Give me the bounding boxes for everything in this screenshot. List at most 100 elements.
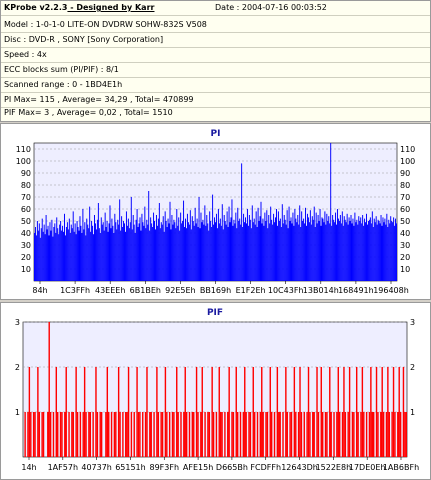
data-bar bbox=[105, 227, 107, 281]
data-bar bbox=[254, 224, 256, 281]
data-bar bbox=[209, 211, 211, 281]
data-bar bbox=[181, 223, 183, 281]
data-bar bbox=[268, 215, 270, 281]
data-bar bbox=[224, 221, 226, 281]
data-bar bbox=[357, 224, 359, 281]
data-bar bbox=[100, 412, 103, 457]
data-bar bbox=[398, 367, 400, 457]
data-bar bbox=[259, 412, 262, 457]
data-bar bbox=[375, 367, 378, 457]
data-bar bbox=[242, 412, 245, 457]
data-bar bbox=[64, 412, 66, 457]
data-bar bbox=[236, 412, 239, 457]
data-bar bbox=[38, 412, 41, 457]
data-bar bbox=[290, 412, 293, 457]
data-bar bbox=[336, 209, 338, 281]
data-bar bbox=[216, 228, 218, 281]
data-bar bbox=[228, 206, 230, 281]
data-bar bbox=[301, 211, 303, 281]
data-bar bbox=[363, 225, 365, 281]
data-bar bbox=[74, 223, 76, 281]
data-bar bbox=[177, 412, 179, 457]
data-bar bbox=[41, 412, 43, 457]
data-bar bbox=[81, 233, 83, 281]
data-bar bbox=[293, 225, 295, 281]
data-bar bbox=[157, 412, 160, 457]
data-bar bbox=[132, 215, 134, 281]
data-bar bbox=[161, 412, 164, 457]
data-bar bbox=[168, 412, 171, 457]
data-bar bbox=[144, 206, 146, 281]
data-bar bbox=[286, 210, 288, 281]
data-bar bbox=[355, 222, 357, 281]
data-bar bbox=[68, 412, 70, 457]
x-tick-label: D665Bh bbox=[216, 463, 248, 472]
x-tick-label: BB169h bbox=[200, 286, 231, 295]
data-bar bbox=[212, 412, 215, 457]
data-bar bbox=[139, 412, 141, 457]
data-bar bbox=[282, 412, 284, 457]
data-bar bbox=[117, 367, 120, 457]
data-bar bbox=[68, 218, 70, 281]
x-tick-label: 6B1BEh bbox=[130, 286, 161, 295]
x-tick-label: 14h bbox=[21, 463, 36, 472]
data-bar bbox=[186, 213, 188, 281]
data-bar bbox=[192, 221, 194, 281]
data-bar bbox=[83, 367, 86, 457]
data-bar bbox=[95, 367, 97, 457]
data-bar bbox=[333, 412, 335, 457]
x-tick-label: 196408h bbox=[373, 286, 409, 295]
data-bar bbox=[358, 216, 360, 281]
y-tick-label-left: 80 bbox=[21, 181, 31, 190]
data-bar bbox=[113, 233, 115, 281]
data-bar bbox=[171, 215, 173, 281]
data-bar bbox=[48, 235, 50, 281]
data-bar bbox=[193, 225, 195, 281]
data-bar bbox=[248, 412, 250, 457]
data-bar bbox=[96, 219, 98, 281]
designer-credit: - Designed by Karr bbox=[67, 3, 155, 12]
data-bar bbox=[353, 412, 355, 457]
data-bar bbox=[64, 235, 66, 281]
data-bar bbox=[348, 367, 351, 457]
data-bar bbox=[277, 211, 279, 281]
y-tick-label-left: 110 bbox=[16, 145, 31, 154]
data-bar bbox=[241, 163, 243, 281]
data-bar bbox=[354, 212, 356, 281]
info-panel: KProbe v2.2.3 - Designed by Karr Date : … bbox=[0, 0, 431, 122]
data-bar bbox=[30, 412, 32, 457]
data-bar bbox=[71, 228, 73, 281]
data-bar bbox=[244, 222, 246, 281]
data-bar bbox=[183, 200, 185, 281]
data-bar bbox=[299, 367, 301, 457]
data-bar bbox=[123, 221, 125, 281]
data-bar bbox=[182, 221, 184, 281]
data-bar bbox=[144, 412, 147, 457]
x-tick-label: 10C43Fh bbox=[268, 286, 304, 295]
info-line-pif-stats: PIF Max= 3 , Average= 0,02 , Total= 1510 bbox=[1, 106, 430, 121]
data-bar bbox=[112, 225, 114, 281]
data-bar bbox=[317, 215, 319, 281]
data-bar bbox=[116, 229, 118, 281]
data-bar bbox=[304, 223, 306, 281]
data-bar bbox=[273, 213, 275, 281]
data-bar bbox=[307, 217, 309, 281]
data-bar bbox=[312, 412, 314, 457]
data-bar bbox=[155, 229, 156, 281]
data-bar bbox=[183, 412, 185, 457]
data-bar bbox=[315, 212, 317, 281]
data-bar bbox=[285, 224, 287, 281]
data-bar bbox=[288, 206, 290, 281]
data-bar bbox=[76, 221, 78, 281]
model-text: Model : 1-0-1-0 LITE-ON DVDRW SOHW-832S … bbox=[4, 20, 207, 29]
data-bar bbox=[191, 216, 193, 281]
data-bar bbox=[391, 412, 393, 457]
data-bar bbox=[92, 225, 94, 281]
data-bar bbox=[387, 227, 389, 281]
x-tick-label: 84h bbox=[32, 286, 47, 295]
data-bar bbox=[211, 367, 213, 457]
data-bar bbox=[219, 412, 222, 457]
data-bar bbox=[171, 412, 174, 457]
data-bar bbox=[324, 412, 327, 457]
data-bar bbox=[67, 229, 69, 281]
